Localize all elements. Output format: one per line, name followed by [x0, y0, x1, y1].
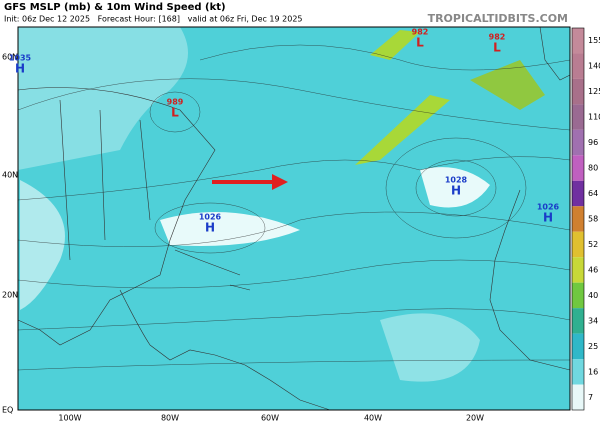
colorbar-swatch: [572, 155, 584, 181]
lat-label: EQ: [2, 406, 13, 415]
colorbar-label: 52: [588, 240, 598, 249]
strong-wind: [370, 30, 420, 60]
colorbar-swatch: [572, 180, 584, 207]
colorbar-swatch: [572, 333, 584, 360]
colorbar-label: 16: [588, 367, 598, 376]
lat-label: 60N: [2, 53, 18, 62]
colorbar-label: 58: [588, 215, 598, 224]
wind-patch: [18, 27, 188, 170]
lon-label: 80W: [161, 414, 179, 423]
colorbar-swatch: [572, 282, 584, 309]
colorbar-swatch: [572, 129, 584, 156]
colorbar-label: 155: [588, 36, 600, 45]
lon-label: 20W: [466, 414, 484, 423]
colorbar-label: 64: [588, 189, 598, 198]
colorbar-label: 125: [588, 87, 600, 96]
colorbar-label: 7: [588, 393, 593, 402]
lon-label: 40W: [364, 414, 382, 423]
colorbar-label: 140: [588, 62, 600, 71]
colorbar-swatch: [572, 28, 584, 54]
wind-patch: [380, 313, 480, 382]
center-letter: H: [451, 184, 461, 198]
center-value: 1026: [537, 203, 560, 212]
calm-patch: [420, 167, 490, 208]
center-value: 982: [412, 28, 429, 37]
credit: TROPICALTIDBITS.COM: [428, 12, 568, 25]
colorbar-label: 25: [588, 342, 598, 351]
colorbar-swatch: [572, 206, 584, 232]
center-letter: H: [205, 221, 215, 235]
wind-patch: [20, 180, 65, 310]
arrow-head: [272, 174, 288, 190]
colorbar-swatch: [572, 308, 584, 334]
center-letter: H: [543, 211, 553, 225]
colorbar-label: 40: [588, 291, 598, 300]
isobars: [17, 44, 571, 371]
strong-wind: [470, 60, 545, 110]
center-value: 1035: [9, 54, 32, 63]
center-value: 1028: [445, 176, 468, 185]
center-letter: H: [15, 62, 25, 76]
colorbar-swatch: [572, 78, 584, 105]
colorbar-swatch: [572, 231, 584, 258]
colorbar-swatch: [572, 359, 584, 385]
colorbar-label: 80: [588, 164, 598, 173]
center-letter: L: [416, 36, 424, 50]
center-value: 1026: [199, 213, 222, 222]
colorbar-frame: [571, 27, 585, 411]
map-area: [17, 26, 571, 411]
center-letter: L: [493, 41, 501, 55]
lon-label: 60W: [261, 414, 279, 423]
colorbar-swatch: [572, 104, 584, 130]
colorbar-swatch: [572, 257, 584, 283]
map-frame: [17, 26, 571, 411]
colorbar-swatch: [572, 53, 584, 79]
center-value: 989: [167, 98, 184, 107]
lat-label: 20N: [2, 291, 18, 300]
colorbar-swatch: [572, 384, 584, 410]
center-letter: L: [171, 106, 179, 120]
title: GFS MSLP (mb) & 10m Wind Speed (kt): [4, 2, 226, 13]
subtitle: Init: 06z Dec 12 2025 Forecast Hour: [16…: [4, 15, 303, 24]
calm-patch: [160, 212, 300, 246]
lon-label: 100W: [58, 414, 81, 423]
colorbar-label: 46: [588, 265, 598, 274]
colorbar-label: 110: [588, 113, 600, 122]
colorbar-label: 96: [588, 138, 598, 147]
lat-label: 40N: [2, 171, 18, 180]
center-value: 982: [489, 33, 506, 42]
colorbar-label: 34: [588, 316, 598, 325]
